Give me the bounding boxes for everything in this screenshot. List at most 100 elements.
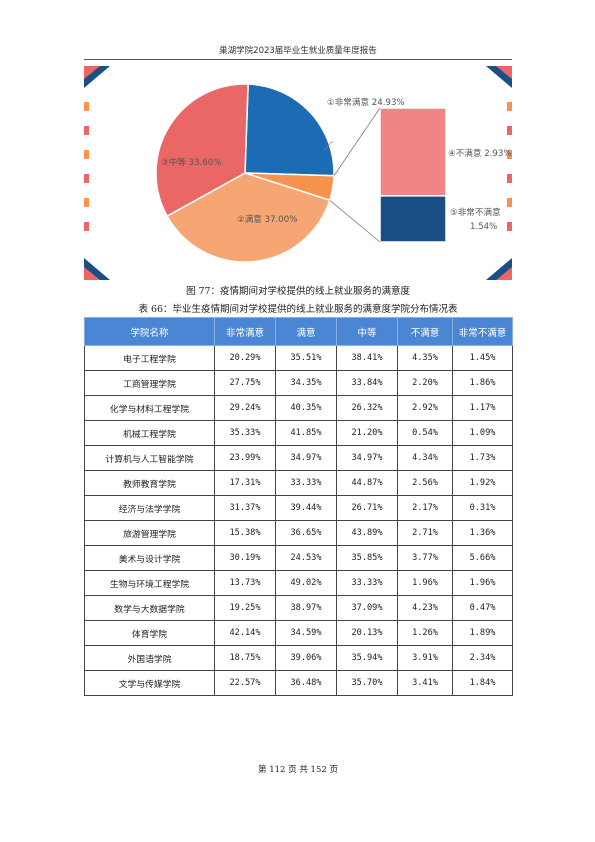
percent-cell: 1.89% xyxy=(452,620,513,646)
percent-cell: 34.59% xyxy=(275,620,337,646)
college-name-cell: 教师教育学院 xyxy=(84,470,215,496)
col-header-dissatisfied: 不满意 xyxy=(397,317,453,346)
percent-cell: 21.20% xyxy=(336,420,398,446)
percent-cell: 37.09% xyxy=(336,595,398,621)
percent-cell: 2.92% xyxy=(397,395,453,421)
table-row: 外国语学院 18.75% 39.06% 35.94% 3.91% 2.34% xyxy=(84,645,513,671)
percent-cell: 34.35% xyxy=(275,370,337,396)
percent-cell: 42.14% xyxy=(214,620,276,646)
percent-cell: 3.91% xyxy=(397,645,453,671)
satisfaction-chart: ①非常满意 24.93% ②满意 37.00% ③中等 33.60% ④不满意 2.9… xyxy=(84,66,512,280)
college-name-cell: 体育学院 xyxy=(84,620,215,646)
college-name-cell: 计算机与人工智能学院 xyxy=(84,445,215,471)
percent-cell: 36.48% xyxy=(275,670,337,696)
percent-cell: 1.92% xyxy=(452,470,513,496)
college-name-cell: 化学与材料工程学院 xyxy=(84,395,215,421)
label-very-dissatisfied: ⑤非常不满意 xyxy=(450,206,501,218)
percent-cell: 0.31% xyxy=(452,495,513,521)
college-name-cell: 外国语学院 xyxy=(84,645,215,671)
percent-cell: 39.44% xyxy=(275,495,337,521)
percent-cell: 17.31% xyxy=(214,470,276,496)
col-header-very-dissatisfied: 非常不满意 xyxy=(452,317,513,346)
table-row: 文学与传媒学院 22.57% 36.48% 35.70% 3.41% 1.84% xyxy=(84,670,513,696)
college-name-cell: 经济与法学学院 xyxy=(84,495,215,521)
percent-cell: 33.84% xyxy=(336,370,398,396)
percent-cell: 35.33% xyxy=(214,420,276,446)
percent-cell: 30.19% xyxy=(214,545,276,571)
table-row: 化学与材料工程学院 29.24% 40.35% 26.32% 2.92% 1.17% xyxy=(84,395,513,421)
percent-cell: 43.89% xyxy=(336,520,398,546)
table-row: 体育学院 42.14% 34.59% 20.13% 1.26% 1.89% xyxy=(84,620,513,646)
label-very-satisfied: ①非常满意 24.93% xyxy=(327,96,405,108)
percent-cell: 4.23% xyxy=(397,595,453,621)
table-row: 经济与法学学院 31.37% 39.44% 26.71% 2.17% 0.31% xyxy=(84,495,513,521)
percent-cell: 31.37% xyxy=(214,495,276,521)
connector-line xyxy=(333,107,381,176)
label-medium: ③中等 33.60% xyxy=(161,156,221,168)
college-name-cell: 工商管理学院 xyxy=(84,370,215,396)
college-name-cell: 数学与大数据学院 xyxy=(84,595,215,621)
percent-cell: 19.25% xyxy=(214,595,276,621)
bar-very-dissatisfied xyxy=(379,195,447,243)
percent-cell: 38.97% xyxy=(275,595,337,621)
table-caption: 表 66：毕业生疫情期间对学校提供的线上就业服务的满意度学院分布情况表 xyxy=(138,304,458,315)
page-header: 巢湖学院2023届毕业生就业质量年度报告 xyxy=(84,44,512,60)
pie-of-pie-chart: ①非常满意 24.93% ②满意 37.00% ③中等 33.60% ④不满意 2.9… xyxy=(84,66,512,280)
college-name-cell: 美术与设计学院 xyxy=(84,545,215,571)
college-name-cell: 旅游管理学院 xyxy=(84,520,215,546)
slice-medium xyxy=(155,83,249,218)
percent-cell: 2.20% xyxy=(397,370,453,396)
percent-cell: 34.97% xyxy=(275,445,337,471)
percent-cell: 26.71% xyxy=(336,495,398,521)
percent-cell: 34.97% xyxy=(336,445,398,471)
percent-cell: 35.70% xyxy=(336,670,398,696)
percent-cell: 1.73% xyxy=(452,445,513,471)
bar-dissatisfied xyxy=(379,107,447,197)
percent-cell: 1.96% xyxy=(452,570,513,596)
percent-cell: 33.33% xyxy=(336,570,398,596)
percent-cell: 18.75% xyxy=(214,645,276,671)
percent-cell: 1.26% xyxy=(397,620,453,646)
percent-cell: 41.85% xyxy=(275,420,337,446)
percent-cell: 36.65% xyxy=(275,520,337,546)
percent-cell: 2.56% xyxy=(397,470,453,496)
slice-very-satisfied xyxy=(244,83,335,177)
college-name-cell: 生物与环境工程学院 xyxy=(84,570,215,596)
corner-ornaments xyxy=(84,66,512,280)
percent-cell: 35.85% xyxy=(336,545,398,571)
col-header-very-satisfied: 非常满意 xyxy=(214,317,276,346)
percent-cell: 35.51% xyxy=(275,345,337,371)
percent-cell: 44.87% xyxy=(336,470,398,496)
percent-cell: 4.34% xyxy=(397,445,453,471)
percent-cell: 22.57% xyxy=(214,670,276,696)
percent-cell: 26.32% xyxy=(336,395,398,421)
college-name-cell: 机械工程学院 xyxy=(84,420,215,446)
percent-cell: 3.77% xyxy=(397,545,453,571)
percent-cell: 0.47% xyxy=(452,595,513,621)
table-row: 计算机与人工智能学院 23.99% 34.97% 34.97% 4.34% 1.73% xyxy=(84,445,513,471)
percent-cell: 1.86% xyxy=(452,370,513,396)
slice-satisfied xyxy=(166,172,331,263)
page-footer: 第 112 页 共 152 页 xyxy=(258,765,338,775)
percent-cell: 29.24% xyxy=(214,395,276,421)
college-name-cell: 文学与传媒学院 xyxy=(84,670,215,696)
percent-cell: 1.17% xyxy=(452,395,513,421)
satisfaction-table: 学院名称 非常满意 满意 中等 不满意 非常不满意 电子工程学院 20.29% 35… xyxy=(84,317,513,696)
figure-caption: 图 77：疫情期间对学校提供的线上就业服务的满意度 xyxy=(185,286,411,297)
percent-cell: 35.94% xyxy=(336,645,398,671)
label-dissatisfied: ④不满意 2.93% xyxy=(448,147,512,159)
percent-cell: 39.06% xyxy=(275,645,337,671)
connector-line xyxy=(329,199,381,243)
percent-cell: 3.41% xyxy=(397,670,453,696)
percent-cell: 1.45% xyxy=(452,345,513,371)
percent-cell: 1.09% xyxy=(452,420,513,446)
table-row: 旅游管理学院 15.38% 36.65% 43.89% 2.71% 1.36% xyxy=(84,520,513,546)
percent-cell: 1.96% xyxy=(397,570,453,596)
percent-cell: 38.41% xyxy=(336,345,398,371)
percent-cell: 2.34% xyxy=(452,645,513,671)
table-row: 教师教育学院 17.31% 33.33% 44.87% 2.56% 1.92% xyxy=(84,470,513,496)
percent-cell: 0.54% xyxy=(397,420,453,446)
percent-cell: 24.53% xyxy=(275,545,337,571)
table-row: 数学与大数据学院 19.25% 38.97% 37.09% 4.23% 0.47% xyxy=(84,595,513,621)
table-row: 机械工程学院 35.33% 41.85% 21.20% 0.54% 1.09% xyxy=(84,420,513,446)
